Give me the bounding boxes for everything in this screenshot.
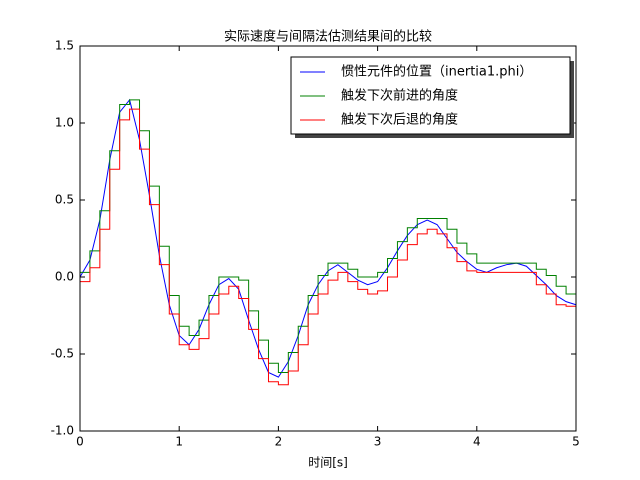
- chart-title: 实际速度与间隔法估测结果间的比较: [224, 29, 432, 45]
- y-tick-label: 0.5: [55, 193, 74, 207]
- x-tick-label: 1: [175, 435, 183, 449]
- y-tick-label: 0.0: [55, 270, 74, 284]
- y-tick-label: 1.5: [55, 39, 74, 53]
- y-tick-label: 1.0: [55, 116, 74, 130]
- y-tick-label: -1.0: [51, 424, 74, 438]
- legend-label: 触发下次后退的角度: [341, 112, 458, 128]
- x-tick-label: 3: [374, 435, 382, 449]
- legend-label: 触发下次前进的角度: [341, 88, 458, 104]
- legend-box: [290, 56, 571, 135]
- y-tick-label: -0.5: [51, 347, 74, 361]
- x-tick-label: 2: [275, 435, 283, 449]
- plot-frame: [79, 45, 577, 432]
- series-line: [80, 108, 576, 386]
- x-tick-label: 0: [76, 435, 84, 449]
- x-axis-label: 时间[s]: [308, 456, 348, 470]
- x-tick-label: 5: [572, 435, 580, 449]
- x-tick-label: 4: [473, 435, 481, 449]
- series-line: [80, 99, 577, 373]
- legend-label: 惯性元件的位置（inertia1.phi）: [341, 64, 532, 80]
